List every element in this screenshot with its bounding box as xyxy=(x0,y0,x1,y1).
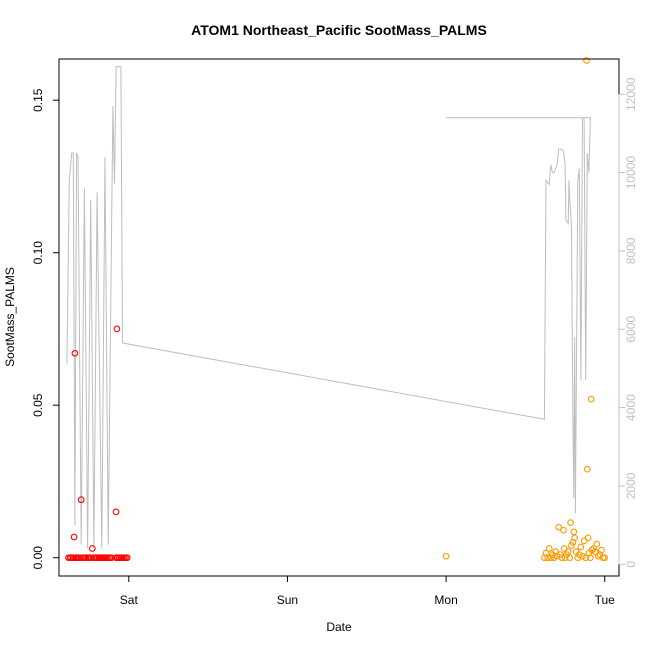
data-point-red xyxy=(69,554,77,562)
data-point-red xyxy=(87,554,95,562)
x-tick-label: Sat xyxy=(120,593,139,607)
x-axis-label: Date xyxy=(326,620,352,634)
data-point-orange xyxy=(442,552,450,560)
data-point-orange xyxy=(587,395,595,403)
data-point-orange xyxy=(561,554,569,562)
data-point-orange xyxy=(591,548,599,555)
data-point-orange xyxy=(550,554,558,562)
data-point-orange xyxy=(555,523,563,531)
data-point-red xyxy=(112,508,120,516)
y-tick-label: 0.05 xyxy=(31,393,45,417)
data-point-orange xyxy=(558,554,566,562)
data-point-orange xyxy=(567,519,574,526)
data-point-orange xyxy=(569,539,577,546)
data-point-red xyxy=(70,533,78,541)
data-point-orange xyxy=(582,554,590,562)
data-point-orange xyxy=(584,534,592,542)
plot-frame xyxy=(58,58,620,577)
x-tick-label: Mon xyxy=(434,593,457,607)
y2-tick-label: 6000 xyxy=(624,316,638,343)
plot-area: 0.00 0.05 0.10 0.15 0 2000 4000 6000 8000 10000 12… xyxy=(31,57,638,607)
data-point-red xyxy=(123,554,131,562)
y-axis-label: SootMass_PALMS xyxy=(3,267,17,367)
y-tick-label: 0.00 xyxy=(31,546,45,570)
y2-tick-label: 8000 xyxy=(624,237,638,264)
y2-tick-label: 2000 xyxy=(624,472,638,499)
data-point-red xyxy=(108,554,115,562)
y-tick-label: 0.10 xyxy=(31,241,45,265)
data-point-red xyxy=(77,496,85,504)
y2-tick-label: 0 xyxy=(624,561,638,568)
y2-tick-label: 10000 xyxy=(624,156,638,190)
y2-tick-label: 4000 xyxy=(624,394,638,421)
data-point-orange xyxy=(570,528,578,536)
data-point-orange xyxy=(593,540,601,548)
data-point-orange xyxy=(571,534,578,542)
data-point-orange xyxy=(566,554,574,562)
data-point-orange xyxy=(587,554,594,562)
data-point-orange xyxy=(544,554,551,562)
x-tick-label: Sun xyxy=(277,593,298,607)
data-point-red xyxy=(88,545,96,552)
data-point-orange xyxy=(545,545,553,552)
data-point-orange xyxy=(583,465,591,473)
data-point-red xyxy=(76,554,83,562)
data-point-red xyxy=(71,349,79,357)
data-point-orange xyxy=(598,546,605,554)
chart-title: ATOM1 Northeast_Pacific SootMass_PALMS xyxy=(191,22,487,38)
y2-tick-label: 12000 xyxy=(624,77,638,111)
data-point-red xyxy=(113,325,121,333)
x-tick-label: Tue xyxy=(595,593,616,607)
data-point-orange xyxy=(588,546,596,554)
data-point-orange xyxy=(601,554,609,562)
data-point-orange xyxy=(560,526,567,534)
y-tick-label: 0.15 xyxy=(31,88,45,112)
data-point-orange xyxy=(575,551,583,558)
data-point-orange xyxy=(583,57,590,64)
altitude-line xyxy=(66,66,591,549)
data-point-orange xyxy=(564,548,572,555)
data-point-orange xyxy=(577,543,585,551)
data-point-orange xyxy=(579,552,586,560)
